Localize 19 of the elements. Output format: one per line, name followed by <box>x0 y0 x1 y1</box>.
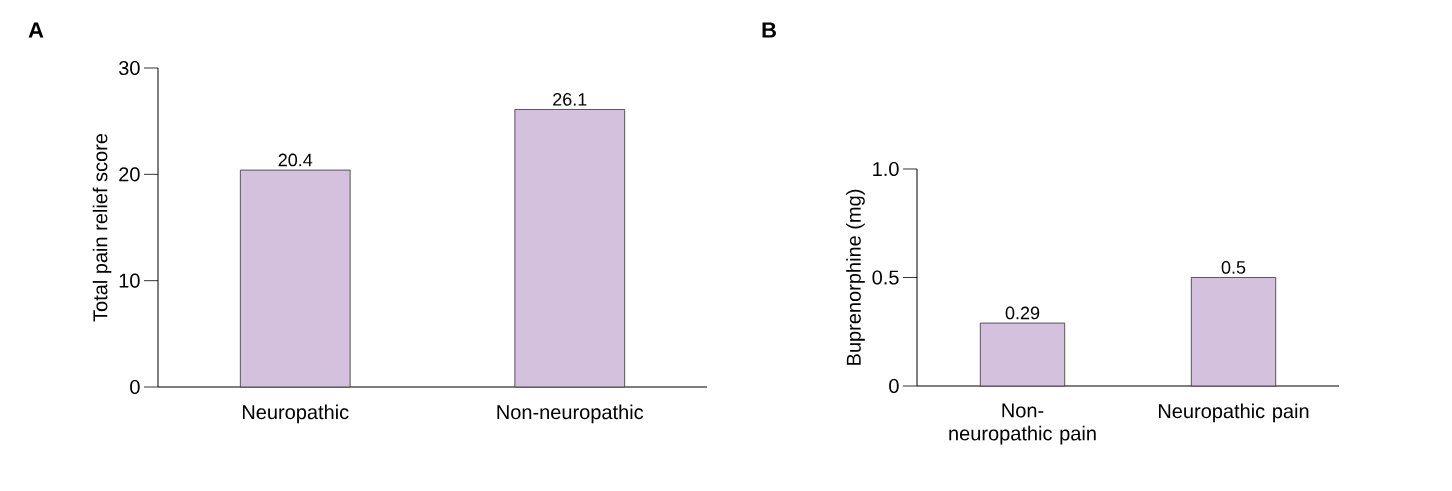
x-tick-label: Neuropathic <box>242 404 349 424</box>
data-label: 0.29 <box>1005 306 1040 320</box>
data-label: 20.4 <box>278 153 313 167</box>
y-tick-label: 0 <box>889 378 899 394</box>
y-tick-label: 1.0 <box>873 161 899 177</box>
y-tick-label: 10 <box>119 273 140 288</box>
y-tick-label: 0 <box>130 379 140 395</box>
y-axis-title: Buprenorphine (mg) <box>846 189 865 365</box>
y-axis-title: Total pain relief score <box>92 133 112 322</box>
y-tick-label: 30 <box>118 60 140 76</box>
x-tick-label: Non-neuropathic pain <box>949 403 1096 445</box>
data-label: 0.5 <box>1221 261 1246 274</box>
x-tick-label: Non-neuropathic <box>497 404 644 424</box>
chart-title: A <box>28 22 44 38</box>
y-tick-label: 0.5 <box>872 270 899 285</box>
x-tick-label: Neuropathic pain <box>1158 403 1309 423</box>
y-tick-label: 20 <box>119 167 140 182</box>
data-label: 26.1 <box>553 92 587 106</box>
chart-title: B <box>762 22 776 38</box>
